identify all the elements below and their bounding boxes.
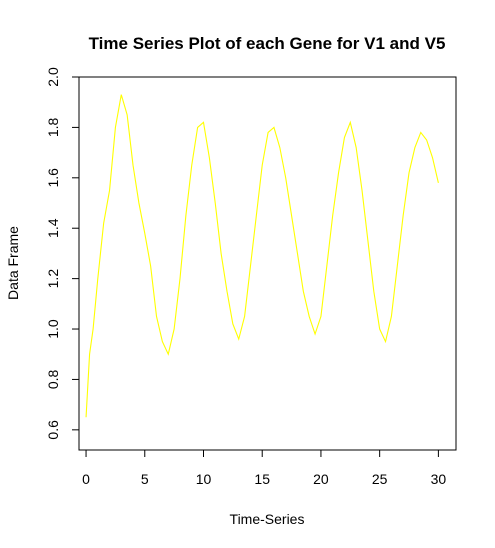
x-tick-label: 5: [141, 471, 149, 487]
x-tick-label: 10: [196, 471, 212, 487]
y-tick-label: 2.0: [45, 67, 61, 87]
y-tick-label: 1.6: [45, 168, 61, 188]
y-tick-label: 1.0: [45, 319, 61, 339]
x-tick-label: 30: [431, 471, 447, 487]
y-tick-label: 0.6: [45, 420, 61, 440]
x-axis: 0 5 10 15 20 25 30: [82, 450, 446, 487]
y-axis-label: Data Frame: [5, 226, 21, 300]
y-tick-label: 1.4: [45, 218, 61, 238]
plot-frame: [78, 76, 457, 451]
x-tick-label: 0: [82, 471, 90, 487]
x-tick-label: 20: [313, 471, 329, 487]
chart-title: Time Series Plot of each Gene for V1 and…: [89, 34, 446, 53]
x-tick-label: 15: [254, 471, 270, 487]
y-tick-label: 1.2: [45, 269, 61, 289]
x-axis-label: Time-Series: [230, 511, 305, 527]
x-tick-label: 25: [372, 471, 388, 487]
y-tick-label: 0.8: [45, 369, 61, 389]
series-line: [85, 94, 439, 418]
y-tick-label: 1.8: [45, 117, 61, 137]
y-axis: 0.6 0.8 1.0 1.2 1.4 1.6 1.8 2.0: [45, 67, 79, 440]
